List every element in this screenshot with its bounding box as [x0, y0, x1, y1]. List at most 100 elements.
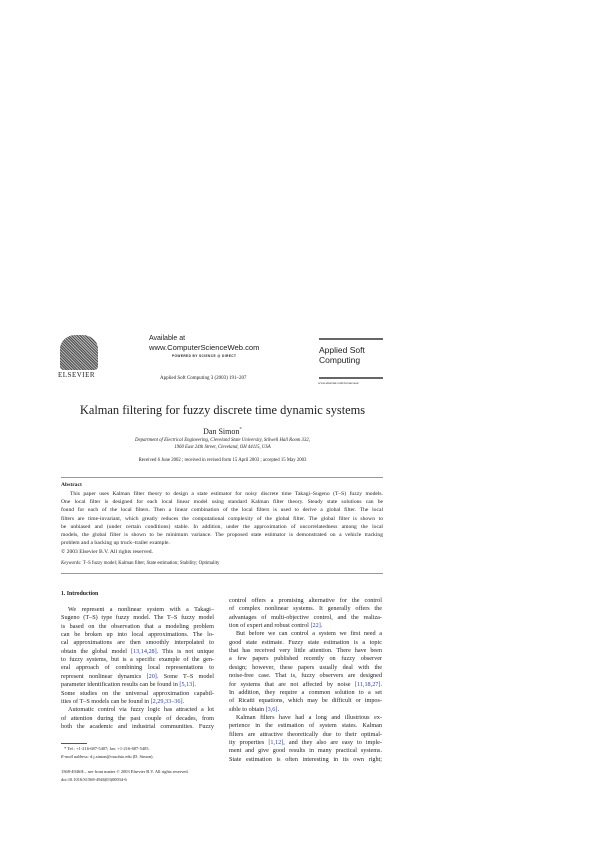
abstract-line: models, the global filter is shown to be…	[61, 532, 383, 538]
text-segment: parameter identification results can be …	[61, 681, 180, 689]
footnote-rule	[61, 743, 87, 744]
citation-link[interactable]: [11,18,27]	[354, 680, 381, 688]
citation-link[interactable]: [13,14,28]	[130, 647, 157, 655]
text-line: good state estimate. Fuzzy state estimat…	[229, 639, 382, 647]
text-line: filters are attractive theoretically due…	[229, 731, 382, 739]
text-segment: Some studies on the universal approximat…	[61, 689, 214, 697]
journal-url[interactable]: www.elsevier.com/locate/asoc	[318, 381, 360, 385]
copyright: © 2003 Elsevier B.V. All rights reserved…	[61, 549, 153, 555]
text-line: In addition, they require a common solut…	[229, 689, 382, 697]
text-segment: control offers a promising alternative f…	[229, 597, 382, 604]
citation-link[interactable]: [1,12]	[268, 738, 284, 746]
citation-link[interactable]: [5,13]	[179, 681, 195, 689]
journal-rule-top	[319, 338, 383, 340]
text-segment: .	[320, 622, 323, 630]
abstract-line: This paper uses Kalman filter theory to …	[70, 491, 383, 497]
citation-link[interactable]: [20]	[146, 672, 157, 680]
affiliation: Department of Electrical Engineering, Cl…	[0, 438, 445, 451]
citation-link[interactable]: [3,6]	[265, 705, 278, 713]
author: Dan Simon*	[0, 427, 445, 436]
divider	[61, 477, 383, 478]
keywords-list: T–S fuzzy model; Kalman filter; State es…	[82, 561, 220, 566]
journal-rule-bottom	[319, 377, 383, 379]
text-line: Sugeno (T–S) type fuzzy model. The T–S f…	[61, 614, 214, 622]
keywords-label: Keywords:	[61, 561, 82, 566]
text-line: eral approach of combining local represe…	[61, 664, 214, 672]
journal-name: Applied Soft Computing	[319, 345, 365, 365]
doi[interactable]: doi:10.1016/S1568-4946(03)00034-6	[61, 777, 127, 782]
email-address[interactable]: d.j.simon@csuohio.edu (D. Simon).	[90, 754, 154, 759]
text-line: sible to obtain [3,6].	[229, 706, 382, 714]
text-segment: .	[277, 705, 280, 713]
keywords: Keywords: T–S fuzzy model; Kalman filter…	[61, 561, 219, 566]
text-segment: that has received very little attention.…	[229, 647, 382, 655]
journal-name-line2: Computing	[319, 355, 361, 365]
text-segment: both the academic and industrial communi…	[61, 722, 214, 730]
text-line: obtain the global model [13,14,28]. This…	[61, 648, 214, 656]
text-line: parameter identification results can be …	[61, 681, 214, 689]
text-segment: eral approach of combining local represe…	[61, 664, 214, 672]
powered-by-logo: POWERED BY SCIENCE @ DIRECT	[172, 354, 237, 358]
text-line: We represent a nonlinear system with a T…	[61, 606, 214, 614]
text-segment: design; however, these papers usually de…	[229, 663, 382, 671]
available-at: Available at	[149, 335, 186, 342]
text-line: is based on the observation that a model…	[61, 623, 214, 631]
section-heading-introduction: 1. Introduction	[61, 591, 99, 597]
text-segment: State estimation is often interesting in…	[229, 755, 382, 763]
abstract-line: found for each of the local filters. The…	[61, 507, 383, 514]
author-footnote-mark[interactable]: *	[239, 427, 242, 433]
text-segment: ment and give good results in many pract…	[229, 747, 382, 755]
text-line: State estimation is often interesting in…	[229, 756, 382, 764]
text-line: But before we can control a system we fi…	[229, 630, 382, 638]
article-title: Kalman filtering for fuzzy discrete time…	[79, 403, 366, 417]
text-line: a few papers published recently on fuzzy…	[229, 655, 382, 663]
text-segment: Sugeno (T–S) type fuzzy model. The T–S f…	[61, 614, 214, 622]
text-line: can be broken up into local approximatio…	[61, 631, 214, 639]
text-segment: .	[194, 681, 196, 689]
text-line: Automatic control via fuzzy logic has at…	[61, 706, 214, 714]
text-line: represent nonlinear dynamics [20]. Some …	[61, 673, 214, 681]
elsevier-logo-text: ELSEVIER	[58, 371, 96, 379]
text-segment: is based on the observation that a model…	[61, 622, 214, 630]
abstract-line: problem and a backing up truck–trailer e…	[61, 540, 170, 547]
text-segment: good state estimate. Fuzzy state estimat…	[229, 638, 382, 646]
text-segment: tion of expert and robust control	[229, 622, 311, 630]
text-segment: advantages of multi-objective control, a…	[229, 613, 382, 621]
footnote-contact: * Tel.: +1-216-687-5407; fax: +1-216-687…	[64, 746, 150, 751]
text-segment: , and they also are easy to imple-	[283, 738, 382, 746]
text-segment: filters are attractive theoretically due…	[229, 730, 382, 738]
text-line: Kalman filters have had a long and illus…	[229, 714, 382, 722]
abstract-line: be unbiased and (under certain condition…	[61, 523, 383, 530]
text-segment: But before we can control a system we fi…	[236, 630, 382, 638]
text-line: perience in the estimation of system sta…	[229, 722, 382, 730]
text-line: Some studies on the universal approximat…	[61, 690, 214, 698]
text-line: both the academic and industrial communi…	[61, 723, 214, 731]
abstract-line: filters are time-invariant, which greatl…	[61, 515, 383, 522]
text-line: ities of T–S models can be found in [2,2…	[61, 698, 214, 706]
text-segment: . This is not unique	[156, 647, 214, 655]
abstract-heading: Abstract	[61, 482, 82, 488]
issn-line: 1568-4946/$ – see front matter © 2003 El…	[61, 769, 189, 774]
text-line: tion of expert and robust control [22].	[229, 622, 382, 630]
footnote-email: E-mail address: d.j.simon@csuohio.edu (D…	[61, 754, 154, 759]
text-segment: obtain the global model	[61, 647, 131, 655]
journal-name-line1: Applied Soft	[319, 345, 365, 355]
text-segment: for systems that are not affected by noi…	[229, 680, 355, 688]
text-segment: Automatic control via fuzzy logic has at…	[68, 706, 214, 714]
text-segment: . Some T–S model	[156, 672, 214, 680]
text-segment: We represent a nonlinear system with a T…	[68, 606, 214, 613]
text-line: of Ricatti equations, which may be diffi…	[229, 697, 382, 705]
text-segment: to fuzzy systems, but is a specific exam…	[61, 656, 214, 664]
site-link[interactable]: www.ComputerScienceWeb.com	[149, 343, 260, 352]
elsevier-tree-logo	[60, 335, 98, 370]
text-segment: represent nonlinear dynamics	[61, 672, 147, 680]
text-segment: of attention during the past couple of d…	[61, 714, 214, 722]
text-segment: perience in the estimation of system sta…	[229, 722, 382, 730]
text-segment: of Ricatti equations, which may be diffi…	[229, 697, 382, 705]
email-label: E-mail address:	[61, 754, 90, 759]
citation-link[interactable]: [2,29,33–36]	[150, 697, 183, 705]
text-segment: Kalman filters have had a long and illus…	[236, 713, 382, 721]
citation-link[interactable]: [22]	[310, 622, 321, 630]
text-segment: can be broken up into local approximatio…	[61, 631, 214, 639]
text-line: ment and give good results in many pract…	[229, 747, 382, 755]
